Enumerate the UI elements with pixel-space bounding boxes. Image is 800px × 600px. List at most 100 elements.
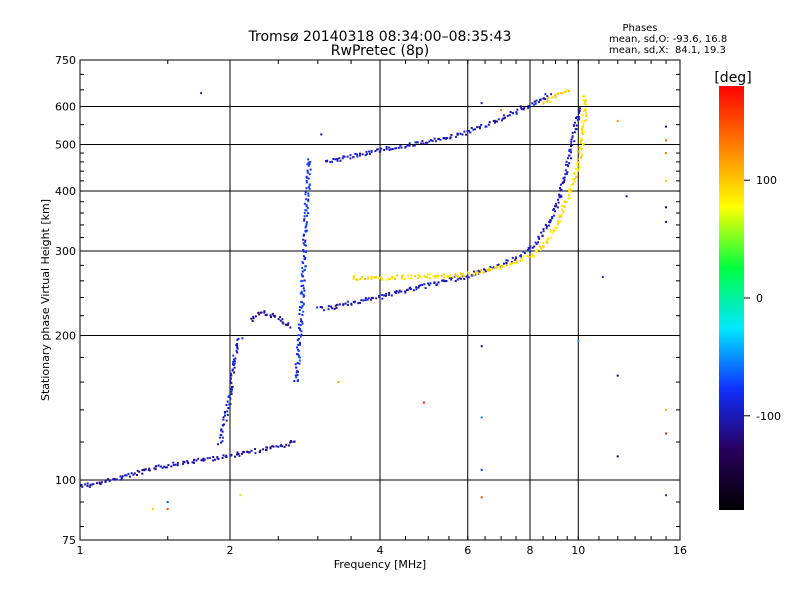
trace-point [304,240,307,243]
trace-point [577,161,580,164]
trace-point [298,343,301,346]
trace-point [531,246,534,249]
trace-point [138,470,141,473]
trace-point [578,166,581,169]
trace-point [496,120,498,123]
trace-point [582,133,584,136]
trace-point [436,283,439,286]
trace-point [522,108,525,111]
trace-point [298,362,301,365]
trace-point [531,102,534,105]
trace-point [304,193,307,196]
trace-point [120,478,123,481]
scatter-point [665,408,667,411]
trace-point [297,323,300,326]
trace-point [341,157,344,160]
trace-point [470,127,473,129]
trace-point [304,239,307,242]
trace-point [357,302,360,305]
trace-point [301,266,304,269]
trace-point [258,313,261,316]
trace-point [217,458,220,461]
trace-point [222,416,225,419]
trace-point [263,311,266,314]
trace-point [305,198,308,201]
trace-point [359,152,361,155]
trace-point [301,322,304,325]
trace-point [365,150,368,153]
trace-point [415,288,418,291]
trace-point [426,141,429,144]
trace-point [570,140,573,143]
trace-point [546,95,549,98]
trace-point [334,158,337,161]
x-tick-label: 8 [527,544,534,557]
trace-point [497,118,500,121]
trace-point [531,255,534,258]
trace-point [515,260,518,263]
trace-point [349,154,352,157]
trace-point [307,158,310,161]
trace-point [302,293,305,296]
trace-point [390,294,393,297]
trace-point [352,277,355,280]
trace-point [359,278,362,280]
trace-point [557,220,559,223]
colorbar-label: [deg] [714,70,751,86]
trace-point [515,111,518,114]
trace-point [409,286,412,289]
trace-point [412,144,415,147]
trace-point [551,232,554,235]
trace-point [578,164,581,167]
scatter-point [480,345,483,348]
trace-point [582,122,585,125]
trace-point [549,100,551,103]
trace-point [412,289,415,292]
scatter-point [480,416,483,419]
trace-point [523,107,526,110]
trace-point [235,344,238,347]
trace-point [576,118,579,121]
trace-point [307,194,310,197]
trace-point [458,277,461,280]
trace-point [553,226,556,229]
trace-point [503,262,505,265]
trace-point [420,142,423,145]
trace-point [224,414,226,417]
trace-point [565,163,567,166]
trace-point [502,266,505,269]
trace-point [141,469,144,472]
scatter-point [665,432,667,435]
trace-point [305,221,308,224]
trace-point [456,278,459,281]
trace-point [303,211,306,214]
trace-point [542,102,545,105]
trace-point [542,101,545,104]
trace-point [533,100,536,103]
trace-point [552,208,555,210]
trace-point [300,285,303,287]
trace-point [421,140,424,143]
scatter-point [337,381,340,384]
trace-point [583,107,586,110]
trace-point [401,277,403,280]
trace-point [482,271,485,274]
trace-point [539,245,542,248]
trace-point [254,448,256,450]
trace-point [573,140,576,143]
trace-point [227,395,230,398]
x-tick-label: 16 [673,544,687,557]
trace-point [302,242,305,245]
trace-point [461,275,464,278]
trace-point [560,213,563,216]
trace-point [147,468,150,471]
trace-point [307,177,310,180]
trace-point [230,393,233,396]
trace-point [305,181,308,184]
trace-point [501,117,504,120]
trace-point [270,316,272,318]
trace-point [220,428,223,431]
trace-point [282,322,285,325]
trace-point [206,457,209,460]
trace-point [299,324,302,327]
